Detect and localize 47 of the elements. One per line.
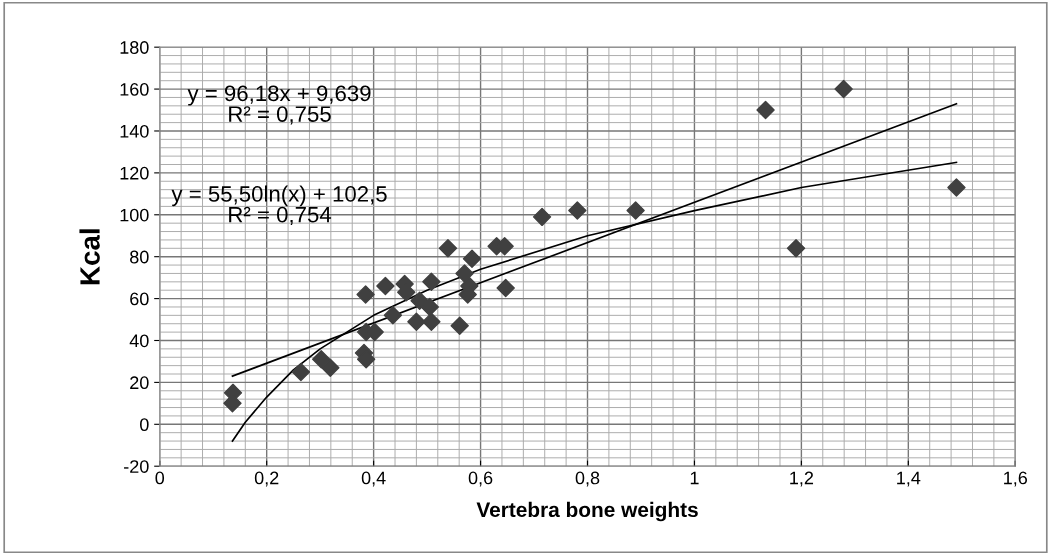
y-tick-label: 120 <box>120 166 149 180</box>
x-tick-label: 1,2 <box>790 471 814 487</box>
point <box>532 207 552 227</box>
point <box>321 358 340 377</box>
point <box>410 291 429 310</box>
point <box>455 264 474 283</box>
x-tick-label: 1 <box>690 471 699 485</box>
x-tick-label: 0,2 <box>254 471 279 487</box>
point <box>462 249 482 268</box>
point <box>947 178 966 197</box>
point <box>422 312 441 331</box>
point <box>786 239 806 258</box>
x-axis-title: Vertebra bone weights <box>476 501 698 522</box>
y-tick-label: 160 <box>120 83 149 96</box>
y-tick-label: -20 <box>124 460 149 473</box>
point <box>422 272 441 292</box>
point <box>626 201 645 220</box>
point <box>356 285 375 304</box>
y-tick-label: 40 <box>129 334 149 348</box>
x-tick-label: 0,4 <box>361 471 386 487</box>
x-tick-label: 0 <box>155 471 165 485</box>
y-tick-label: 140 <box>120 124 149 138</box>
y-tick-label: 80 <box>130 250 149 264</box>
point <box>496 278 515 298</box>
y-tick-label: 0 <box>140 418 149 432</box>
y-axis-title: Kcal <box>79 229 100 285</box>
point <box>376 276 395 296</box>
annotation: y = 55,50ln(x) + 102,5 R² = 0,754 <box>171 185 387 226</box>
y-tick-label: 180 <box>120 41 149 54</box>
x-tick-label: 0,8 <box>575 471 600 487</box>
annotation: y = 96,18x + 9,639 R² = 0,755 <box>187 85 371 125</box>
point <box>407 312 426 331</box>
point <box>756 100 775 120</box>
point <box>834 79 853 99</box>
point <box>383 306 403 325</box>
y-tick-label: 100 <box>120 208 149 222</box>
point <box>420 297 439 317</box>
point <box>450 316 469 336</box>
point <box>312 350 331 369</box>
point <box>568 201 587 220</box>
x-tick-label: 1,4 <box>897 471 921 487</box>
point <box>438 239 458 258</box>
y-tick-label: 20 <box>130 376 149 390</box>
y-tick-label: 60 <box>130 292 149 306</box>
x-tick-label: 0,6 <box>468 471 493 487</box>
x-tick-label: 1,6 <box>1004 471 1028 487</box>
point <box>291 362 311 382</box>
